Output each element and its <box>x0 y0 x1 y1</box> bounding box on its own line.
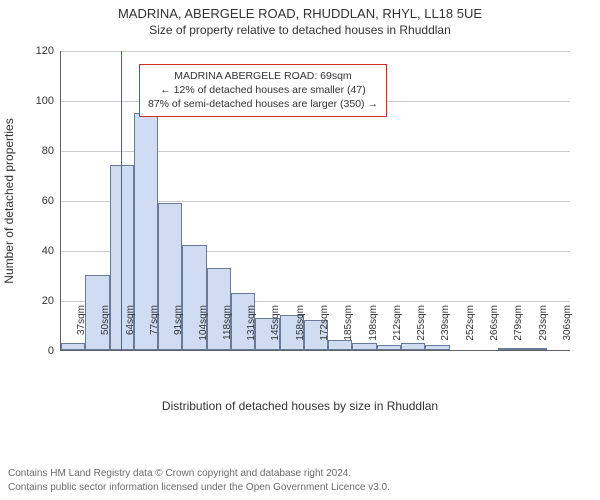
x-tick-label: 306sqm <box>562 305 573 355</box>
x-tick-label: 172sqm <box>319 305 330 355</box>
footer-line: Contains public sector information licen… <box>8 481 390 495</box>
gridline <box>61 51 570 52</box>
attribution-footer: Contains HM Land Registry data © Crown c… <box>8 467 390 494</box>
y-tick-label: 40 <box>14 245 54 257</box>
x-axis-title: Distribution of detached houses by size … <box>0 399 600 413</box>
info-box-line: MADRINA ABERGELE ROAD: 69sqm <box>148 69 378 83</box>
page-subtitle: Size of property relative to detached ho… <box>0 21 600 41</box>
x-tick-label: 91sqm <box>173 305 184 355</box>
x-tick-label: 198sqm <box>368 305 379 355</box>
y-tick-label: 60 <box>14 195 54 207</box>
y-tick-label: 100 <box>14 95 54 107</box>
info-box-line: 87% of semi-detached houses are larger (… <box>148 97 378 111</box>
y-tick-label: 80 <box>14 145 54 157</box>
x-tick-label: 64sqm <box>125 305 136 355</box>
x-tick-label: 145sqm <box>270 305 281 355</box>
x-tick-label: 50sqm <box>100 305 111 355</box>
x-tick-label: 266sqm <box>489 305 500 355</box>
x-tick-label: 131sqm <box>246 305 257 355</box>
x-tick-label: 158sqm <box>295 305 306 355</box>
x-tick-label: 104sqm <box>198 305 209 355</box>
y-tick-label: 120 <box>14 45 54 57</box>
y-tick-label: 20 <box>14 295 54 307</box>
x-tick-label: 225sqm <box>416 305 427 355</box>
y-tick-label: 0 <box>14 345 54 357</box>
property-info-box: MADRINA ABERGELE ROAD: 69sqm← 12% of det… <box>139 64 387 117</box>
x-tick-label: 37sqm <box>76 305 87 355</box>
page-title: MADRINA, ABERGELE ROAD, RHUDDLAN, RHYL, … <box>0 0 600 21</box>
x-tick-label: 279sqm <box>513 305 524 355</box>
property-marker-line <box>121 51 122 350</box>
x-tick-label: 212sqm <box>392 305 403 355</box>
x-tick-label: 118sqm <box>222 305 233 355</box>
info-box-line: ← 12% of detached houses are smaller (47… <box>148 83 378 97</box>
x-tick-label: 185sqm <box>343 305 354 355</box>
x-tick-label: 77sqm <box>149 305 160 355</box>
histogram-chart: Number of detached properties MADRINA AB… <box>0 41 600 421</box>
x-tick-label: 293sqm <box>538 305 549 355</box>
x-tick-label: 239sqm <box>440 305 451 355</box>
x-tick-label: 252sqm <box>465 305 476 355</box>
footer-line: Contains HM Land Registry data © Crown c… <box>8 467 390 481</box>
